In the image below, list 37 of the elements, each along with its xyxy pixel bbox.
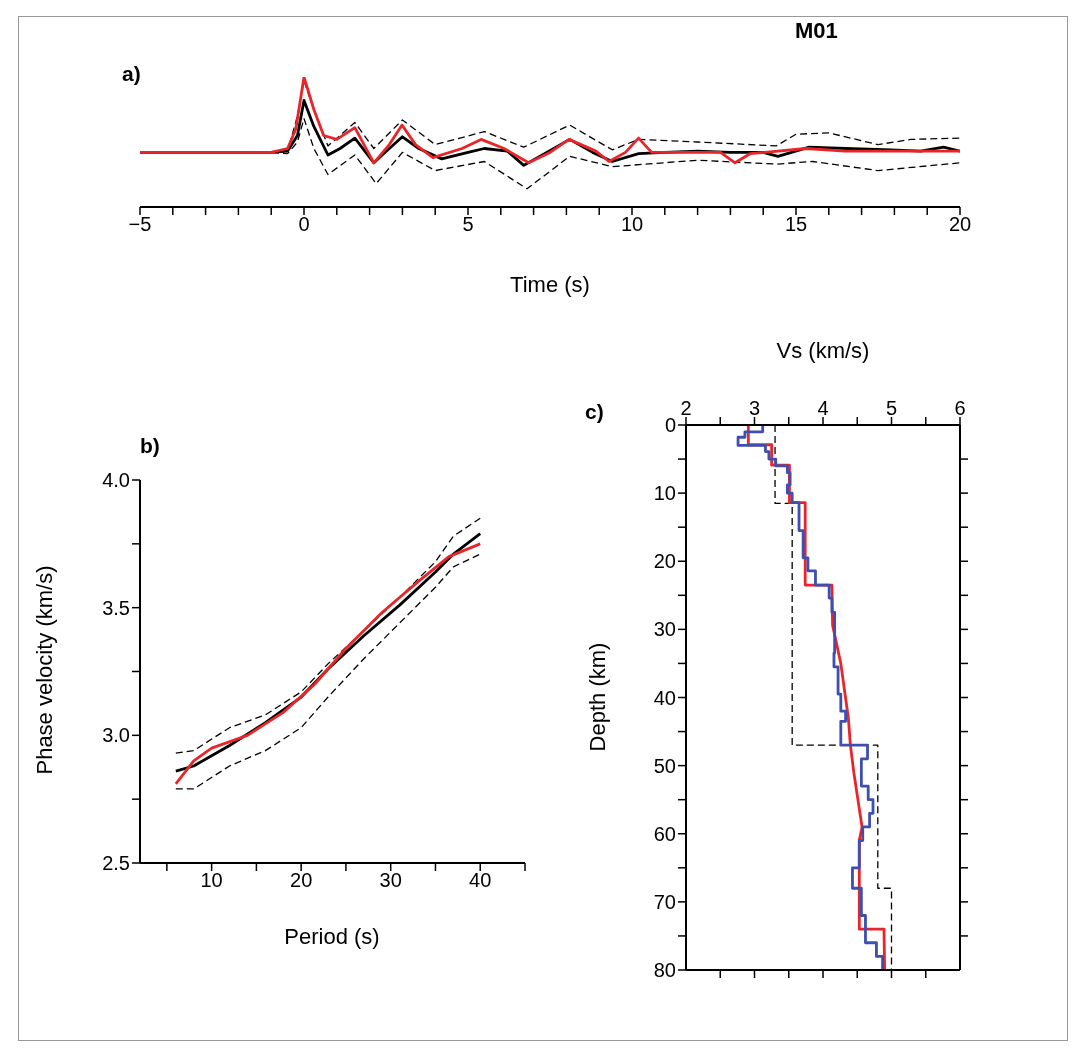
x-axis-title: Time (s) (510, 272, 590, 298)
text: M01 (795, 18, 838, 44)
y-tick-label: 4.0 (102, 469, 130, 492)
y-tick-label: 3.0 (102, 724, 130, 747)
y-tick-label: 3.5 (102, 596, 130, 619)
y-tick-label: 40 (653, 686, 676, 709)
x-tick-label: 20 (290, 869, 313, 892)
chart-title: c) (585, 400, 604, 424)
x-tick-label: −5 (128, 213, 152, 236)
y-axis-title: Depth (km) (585, 642, 611, 752)
x-tick-label: 40 (469, 869, 492, 892)
chart-title: b) (140, 434, 160, 458)
y-tick-label: 60 (653, 822, 676, 845)
x-tick-label: 5 (885, 397, 898, 419)
y-axis-title: Phase velocity (km/s) (32, 565, 58, 775)
x-tick-label: 10 (200, 869, 223, 892)
y-tick-label: 10 (653, 482, 676, 505)
x-axis-title: Period (s) (284, 924, 380, 950)
x-tick-label: 10 (620, 213, 644, 236)
y-tick-label: 0 (664, 414, 676, 437)
chart-title: a) (122, 62, 141, 86)
y-tick-label: 50 (653, 754, 676, 777)
y-tick-label: 2.5 (102, 852, 130, 875)
y-tick-label: 70 (653, 890, 676, 913)
x-tick-label: 6 (954, 397, 966, 419)
x-tick-label: 3 (748, 397, 761, 419)
y-tick-label: 20 (653, 550, 676, 573)
x-tick-label: 5 (462, 213, 474, 236)
x-tick-label: 4 (817, 397, 829, 419)
x-tick-label: 15 (784, 213, 808, 236)
x-tick-label: 2 (680, 397, 692, 419)
x-tick-label: 0 (298, 213, 310, 236)
x-tick-label: 20 (948, 213, 972, 236)
y-tick-label: 30 (653, 618, 676, 641)
x-tick-label: 30 (379, 869, 402, 892)
x-axis-title: Vs (km/s) (776, 338, 870, 364)
y-tick-label: 80 (653, 959, 676, 982)
